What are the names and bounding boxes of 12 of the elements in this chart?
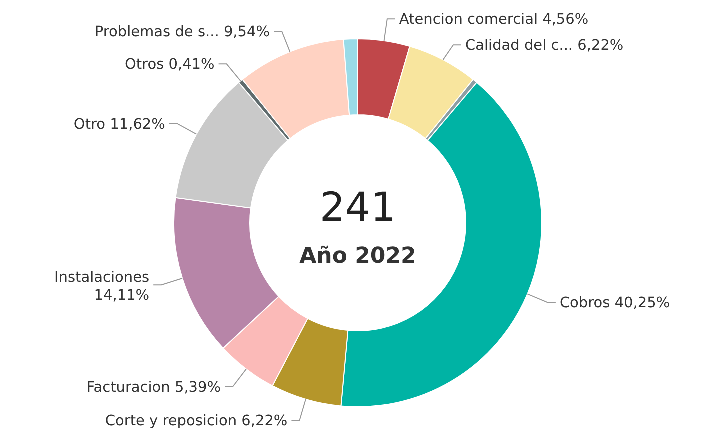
slice-label: Instalaciones — [54, 270, 150, 286]
slice-label: Cobros 40,25% — [560, 296, 670, 312]
slice-label: Problemas de s... 9,54% — [94, 24, 270, 41]
slice-label: Otro 11,62% — [74, 116, 166, 133]
slice-label: Otros 0,41% — [124, 57, 215, 74]
slice-label: Facturacion 5,39% — [86, 380, 222, 396]
slice-label: Atencion comercial 4,56% — [399, 12, 589, 28]
data-label: 14,11% — [94, 288, 150, 304]
text: Año 2022 — [300, 244, 416, 269]
slice-label: Calidad del c... 6,22% — [466, 38, 624, 54]
text: 241 — [320, 185, 396, 231]
slice-label: Corte y reposicion 6,22% — [105, 414, 288, 430]
